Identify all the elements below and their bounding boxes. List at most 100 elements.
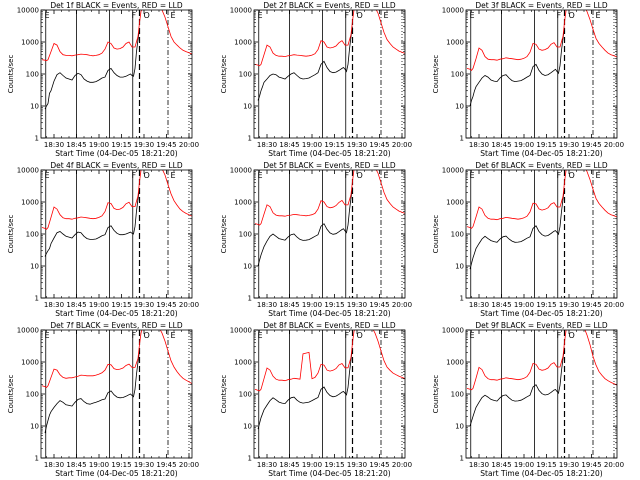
y-tick-label: 10 bbox=[455, 263, 464, 271]
x-tick-label: 18:30 bbox=[44, 141, 64, 149]
y-tick-label: 1000 bbox=[234, 359, 252, 367]
x-tick-label: 19:00 bbox=[302, 141, 322, 149]
x-tick-label: 18:30 bbox=[469, 141, 489, 149]
event-marker-label: O bbox=[144, 11, 150, 20]
series-line-events bbox=[469, 27, 565, 107]
panel-title: Det 9f BLACK = Events, RED = LLD bbox=[475, 321, 608, 330]
x-axis-label: Start Time (04-Dec-05 18:21:20) bbox=[268, 149, 390, 158]
series-line-events bbox=[469, 347, 565, 427]
y-tick-label: 10000 bbox=[230, 7, 252, 15]
x-tick-label: 19:30 bbox=[559, 301, 579, 309]
event-marker-label: E bbox=[258, 171, 263, 180]
series-line-events bbox=[257, 348, 353, 430]
y-axis-label: Counts/sec bbox=[220, 375, 228, 414]
event-marker-label: F bbox=[132, 171, 137, 180]
x-tick-label: 19:45 bbox=[581, 141, 601, 149]
y-tick-label: 100 bbox=[26, 231, 39, 239]
x-tick-label: 18:45 bbox=[491, 461, 511, 469]
series-line-events bbox=[257, 26, 353, 101]
event-marker-label: F bbox=[345, 171, 350, 180]
x-tick-label: 18:30 bbox=[257, 141, 277, 149]
y-axis-label: Counts/sec bbox=[220, 55, 228, 94]
y-tick-label: 100 bbox=[239, 231, 252, 239]
y-tick-label: 100 bbox=[239, 71, 252, 79]
x-tick-label: 19:30 bbox=[347, 141, 367, 149]
y-tick-label: 10 bbox=[455, 103, 464, 111]
plot-frame bbox=[465, 329, 618, 459]
y-tick-label: 10000 bbox=[17, 167, 39, 175]
y-tick-label: 1 bbox=[248, 295, 252, 303]
y-tick-label: 10000 bbox=[230, 327, 252, 335]
x-axis-label: Start Time (04-Dec-05 18:21:20) bbox=[268, 309, 390, 318]
series-line-events bbox=[257, 187, 353, 267]
panel-title: Det 3f BLACK = Events, RED = LLD bbox=[475, 1, 608, 10]
y-axis-label: Counts/sec bbox=[432, 215, 440, 254]
x-tick-label: 19:15 bbox=[536, 461, 556, 469]
x-tick-label: 19:15 bbox=[536, 141, 556, 149]
y-tick-label: 1000 bbox=[446, 359, 464, 367]
event-marker-label: E bbox=[470, 11, 475, 20]
event-marker-label: E bbox=[470, 171, 475, 180]
y-tick-label: 10000 bbox=[442, 167, 464, 175]
y-tick-label: 1 bbox=[35, 135, 39, 143]
y-tick-label: 1000 bbox=[234, 39, 252, 47]
x-tick-label: 19:30 bbox=[559, 461, 579, 469]
y-tick-label: 100 bbox=[451, 391, 464, 399]
y-tick-label: 10 bbox=[243, 423, 252, 431]
x-tick-label: 18:45 bbox=[491, 301, 511, 309]
y-tick-label: 1000 bbox=[21, 199, 39, 207]
x-tick-label: 19:30 bbox=[134, 141, 154, 149]
series-line-events bbox=[44, 350, 140, 434]
x-tick-label: 19:30 bbox=[559, 141, 579, 149]
x-tick-label: 18:45 bbox=[279, 301, 299, 309]
event-marker-label: E bbox=[596, 331, 601, 340]
x-tick-label: 18:30 bbox=[469, 301, 489, 309]
y-tick-label: 1000 bbox=[234, 199, 252, 207]
panel-title: Det 8f BLACK = Events, RED = LLD bbox=[263, 321, 396, 330]
series-line-lld bbox=[466, 10, 617, 71]
event-marker-label: F bbox=[557, 331, 562, 340]
y-axis-label: Counts/sec bbox=[432, 55, 440, 94]
x-tick-label: 20:00 bbox=[392, 301, 412, 309]
x-tick-label: 19:00 bbox=[89, 301, 109, 309]
x-tick-label: 19:30 bbox=[347, 301, 367, 309]
y-tick-label: 100 bbox=[451, 231, 464, 239]
x-tick-label: 19:15 bbox=[536, 301, 556, 309]
x-axis-label: Start Time (04-Dec-05 18:21:20) bbox=[55, 149, 177, 158]
x-tick-label: 20:00 bbox=[392, 141, 412, 149]
x-tick-label: 19:30 bbox=[134, 461, 154, 469]
event-marker-label: O bbox=[357, 171, 363, 180]
x-tick-label: 19:45 bbox=[156, 301, 176, 309]
panel-title: Det 4f BLACK = Events, RED = LLD bbox=[50, 161, 183, 170]
y-tick-label: 10000 bbox=[17, 7, 39, 15]
series-line-lld bbox=[41, 10, 192, 62]
plot-frame bbox=[253, 329, 406, 459]
x-tick-label: 19:45 bbox=[156, 141, 176, 149]
y-axis-label: Counts/sec bbox=[7, 375, 15, 414]
y-tick-label: 1 bbox=[248, 455, 252, 463]
event-marker-label: E bbox=[384, 11, 389, 20]
event-marker-label: E bbox=[470, 331, 475, 340]
event-marker-label: O bbox=[144, 331, 150, 340]
event-marker-label: O bbox=[569, 11, 575, 20]
y-axis-label: Counts/sec bbox=[7, 55, 15, 94]
y-tick-label: 1 bbox=[248, 135, 252, 143]
x-tick-label: 18:30 bbox=[257, 461, 277, 469]
y-tick-label: 100 bbox=[26, 71, 39, 79]
x-axis-label: Start Time (04-Dec-05 18:21:20) bbox=[55, 469, 177, 478]
x-tick-label: 20:00 bbox=[179, 141, 199, 149]
event-marker-label: O bbox=[357, 331, 363, 340]
x-tick-label: 20:00 bbox=[604, 461, 624, 469]
event-marker-label: E bbox=[258, 331, 263, 340]
event-marker-label: F bbox=[345, 331, 350, 340]
y-tick-label: 10 bbox=[243, 263, 252, 271]
event-marker-label: E bbox=[596, 171, 601, 180]
plot-frame bbox=[253, 9, 406, 139]
